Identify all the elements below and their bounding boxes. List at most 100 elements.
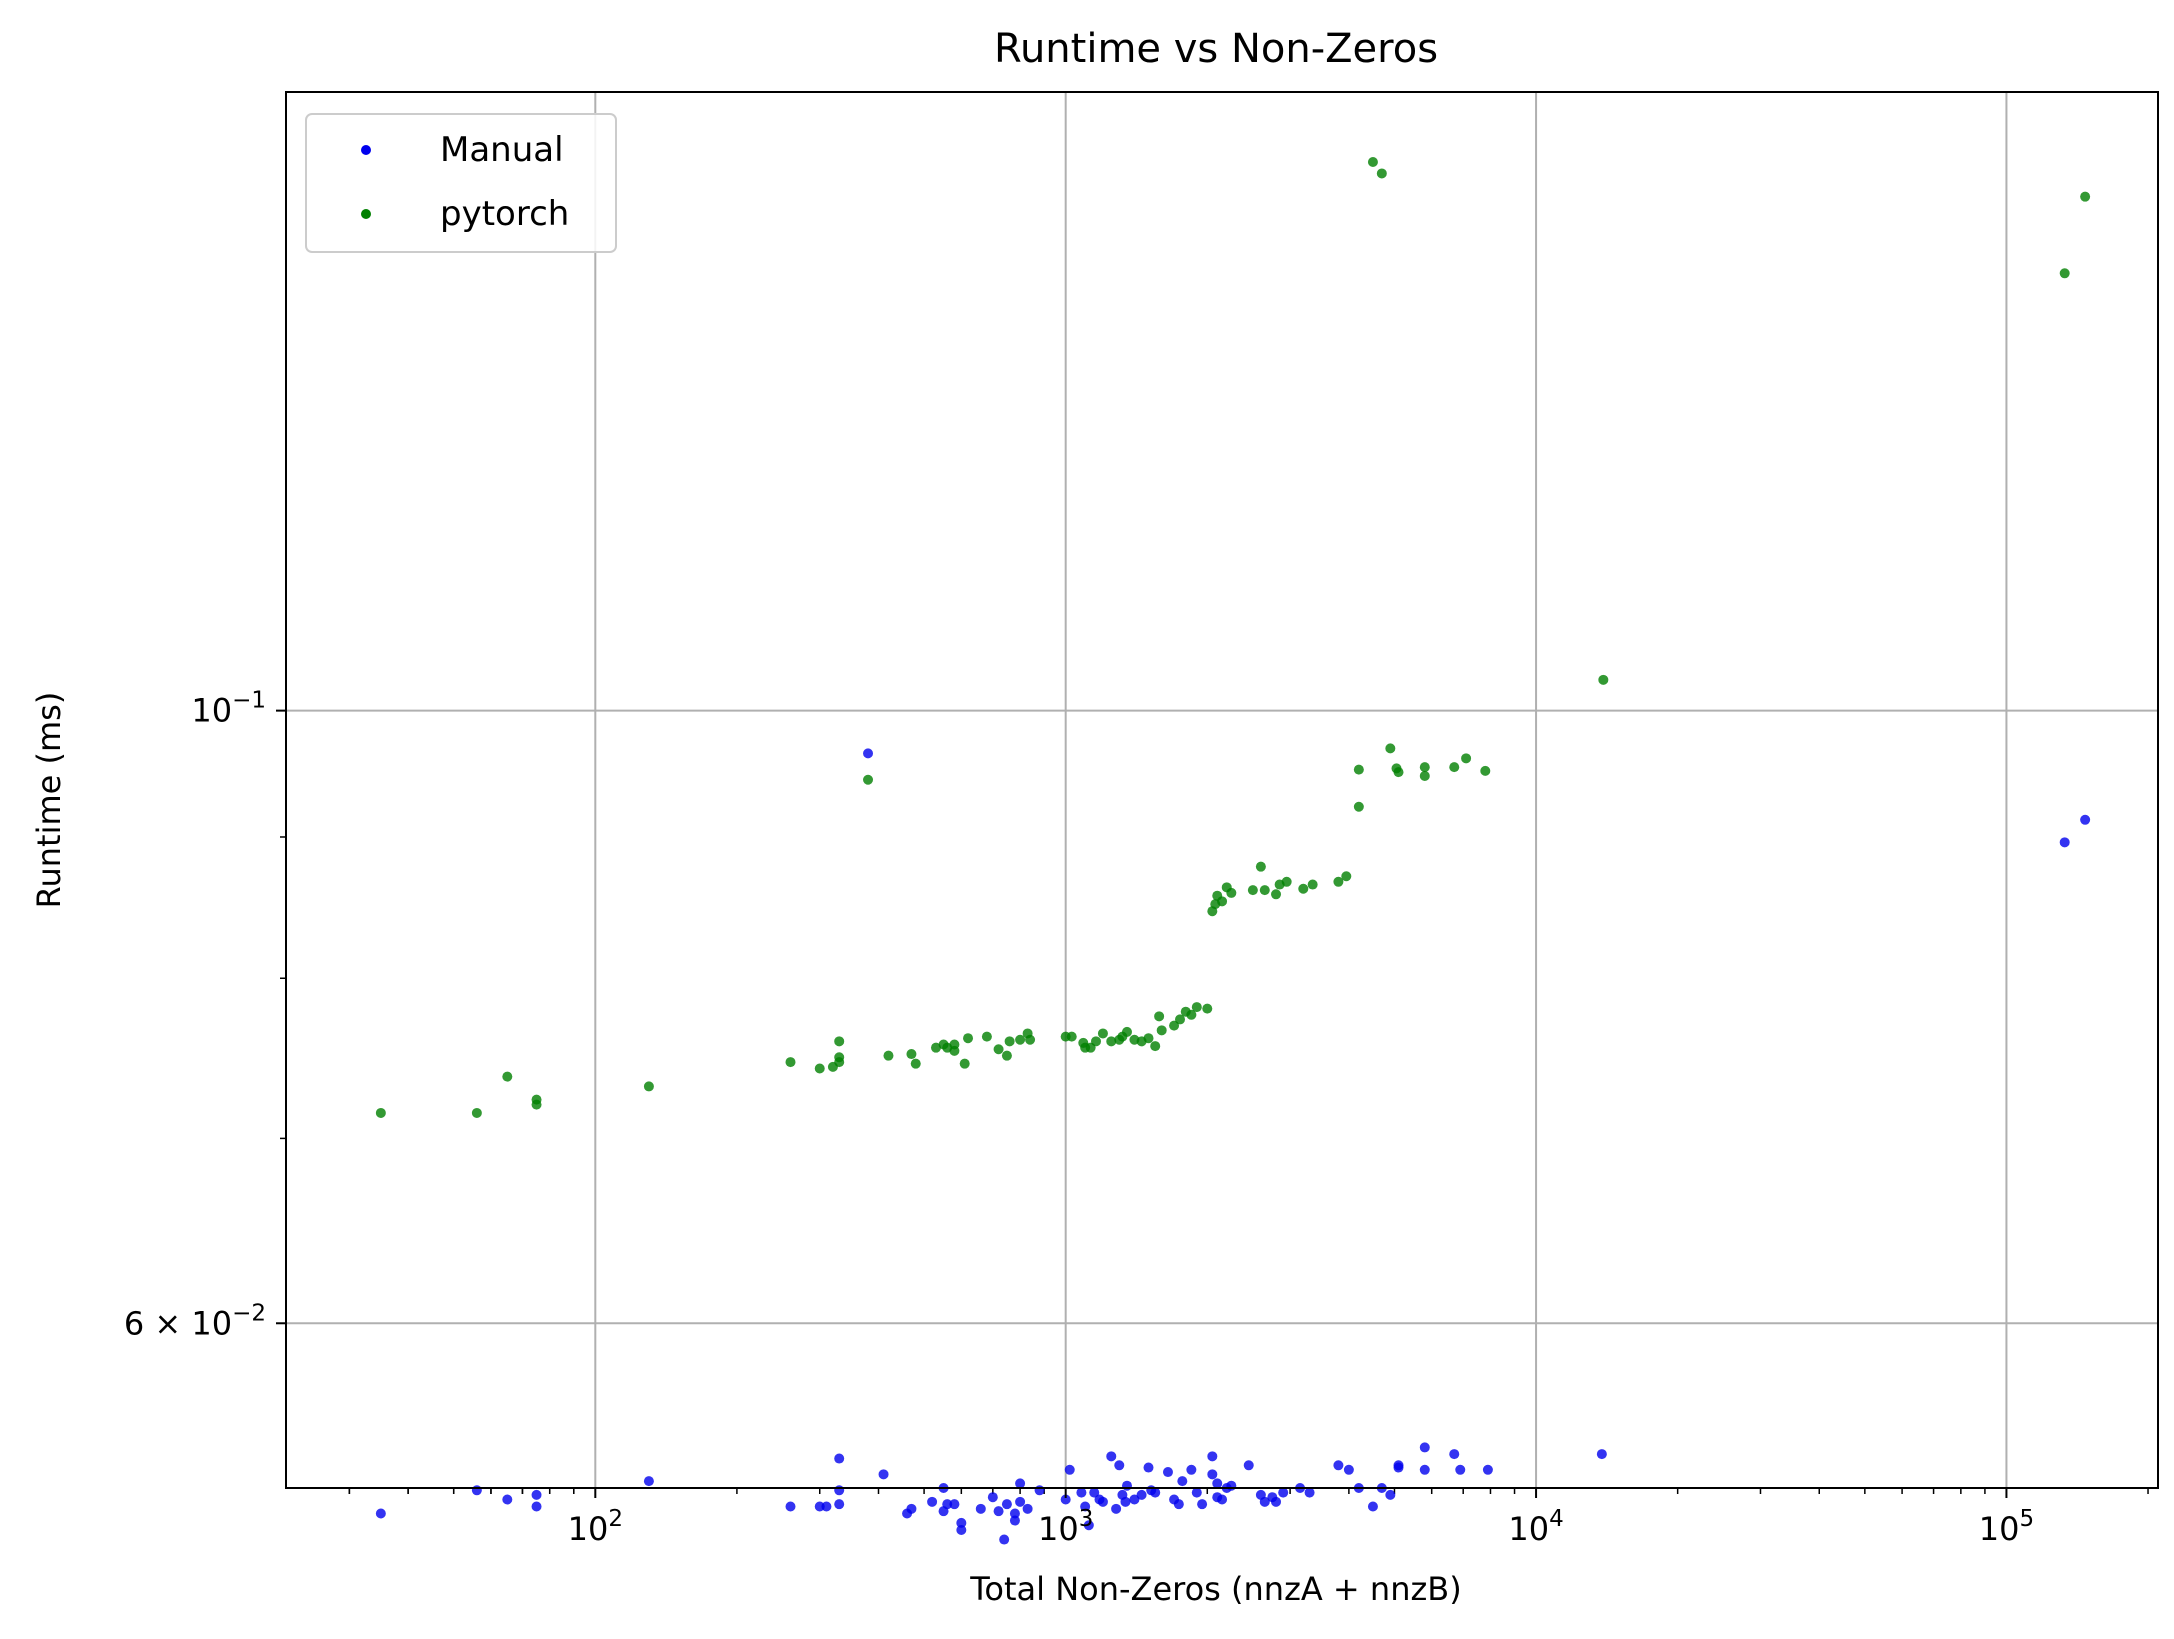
data-point-manual	[863, 748, 874, 759]
data-point-manual	[1333, 1460, 1344, 1471]
data-point-pytorch	[1025, 1034, 1036, 1045]
data-point-pytorch	[814, 1063, 825, 1074]
legend-label-manual: Manual	[440, 130, 564, 170]
data-point-manual	[1482, 1464, 1493, 1475]
data-point-pytorch	[1385, 743, 1396, 754]
data-point-manual	[1191, 1487, 1202, 1498]
data-point-manual	[1080, 1501, 1091, 1512]
data-point-pytorch	[1121, 1026, 1132, 1037]
data-point-manual	[1120, 1496, 1131, 1507]
data-point-pytorch	[2080, 191, 2091, 202]
data-point-pytorch	[2059, 268, 2070, 279]
data-point-pytorch	[1143, 1033, 1154, 1044]
data-point-manual	[1162, 1467, 1173, 1478]
data-point-pytorch	[959, 1058, 970, 1069]
data-point-pytorch	[1307, 879, 1318, 890]
data-point-manual	[1173, 1499, 1184, 1510]
data-point-manual	[1367, 1501, 1378, 1512]
data-point-manual	[1186, 1464, 1197, 1475]
data-point-manual	[993, 1506, 1004, 1517]
data-point-manual	[1106, 1451, 1117, 1462]
data-point-pytorch	[1186, 1009, 1197, 1020]
data-point-pytorch	[1091, 1036, 1102, 1047]
data-point-pytorch	[981, 1031, 992, 1042]
data-point-pytorch	[471, 1107, 482, 1118]
legend-label-pytorch: pytorch	[440, 194, 569, 234]
x-tick-label: 103	[1038, 1506, 1093, 1548]
data-point-pytorch	[863, 774, 874, 785]
data-point-manual	[999, 1534, 1010, 1545]
data-point-pytorch	[531, 1099, 542, 1110]
data-point-pytorch	[910, 1058, 921, 1069]
x-tick-label: 104	[1508, 1506, 1563, 1548]
data-point-manual	[1419, 1442, 1430, 1453]
data-point-pytorch	[1598, 674, 1609, 685]
data-point-pytorch	[963, 1033, 974, 1044]
data-point-manual	[1022, 1503, 1033, 1514]
data-point-manual	[502, 1494, 513, 1505]
data-point-manual	[1114, 1460, 1125, 1471]
data-point-manual	[1076, 1487, 1087, 1498]
legend-marker-pytorch	[361, 209, 371, 219]
data-point-pytorch	[1217, 896, 1228, 907]
data-point-manual	[1243, 1460, 1254, 1471]
data-point-manual	[471, 1485, 482, 1496]
data-point-pytorch	[375, 1107, 386, 1118]
data-points	[375, 157, 2091, 1545]
data-point-manual	[1121, 1480, 1132, 1491]
data-point-pytorch	[1271, 889, 1282, 900]
x-axis-ticks: 102 103 104 105	[568, 1488, 2034, 1548]
data-point-pytorch	[1298, 883, 1309, 894]
data-point-manual	[906, 1503, 917, 1514]
data-point-manual	[1217, 1494, 1228, 1505]
legend-box	[305, 113, 617, 253]
data-point-pytorch	[1480, 765, 1491, 776]
x-axis-label: Total Non-Zeros (nnzA + nnzB)	[969, 1570, 1461, 1608]
data-point-manual	[1449, 1449, 1460, 1460]
data-point-manual	[1207, 1469, 1218, 1480]
data-point-manual	[1207, 1451, 1218, 1462]
data-point-pytorch	[1156, 1025, 1167, 1036]
data-point-pytorch	[785, 1057, 796, 1068]
data-point-pytorch	[993, 1044, 1004, 1055]
data-point-manual	[1111, 1503, 1122, 1514]
data-point-manual	[927, 1496, 938, 1507]
data-point-pytorch	[643, 1081, 654, 1092]
data-point-pytorch	[1097, 1028, 1108, 1039]
x-tick-label: 105	[1979, 1506, 2034, 1548]
data-point-pytorch	[1175, 1014, 1186, 1025]
data-point-manual	[1212, 1478, 1223, 1489]
data-point-manual	[1177, 1476, 1188, 1487]
data-point-pytorch	[1154, 1011, 1165, 1022]
data-point-manual	[834, 1485, 845, 1496]
data-point-manual	[834, 1499, 845, 1510]
data-point-manual	[834, 1453, 845, 1464]
legend: Manual pytorch	[305, 113, 617, 253]
data-point-manual	[1060, 1494, 1071, 1505]
data-point-manual	[956, 1517, 967, 1528]
data-point-manual	[1129, 1494, 1140, 1505]
data-point-manual	[2059, 837, 2070, 848]
data-point-manual	[375, 1508, 386, 1519]
data-point-manual	[1089, 1487, 1100, 1498]
data-point-manual	[942, 1499, 953, 1510]
data-point-pytorch	[834, 1057, 845, 1068]
data-point-pytorch	[1461, 753, 1472, 764]
data-point-pytorch	[1341, 871, 1352, 882]
chart-title: Runtime vs Non-Zeros	[994, 26, 1438, 72]
data-point-pytorch	[1004, 1036, 1015, 1047]
data-point-pytorch	[1247, 885, 1258, 896]
data-point-manual	[1385, 1489, 1396, 1500]
data-point-manual	[1393, 1462, 1404, 1473]
data-point-pytorch	[1419, 762, 1430, 773]
grid-lines	[286, 92, 2158, 1488]
data-point-manual	[1009, 1508, 1020, 1519]
data-point-manual	[1001, 1499, 1012, 1510]
y-tick-label: 10−1	[191, 688, 266, 730]
data-point-pytorch	[1226, 887, 1237, 898]
axes-frame	[285, 91, 2159, 1489]
y-tick-label: 6 × 10−2	[124, 1300, 266, 1342]
data-point-manual	[1064, 1464, 1075, 1475]
